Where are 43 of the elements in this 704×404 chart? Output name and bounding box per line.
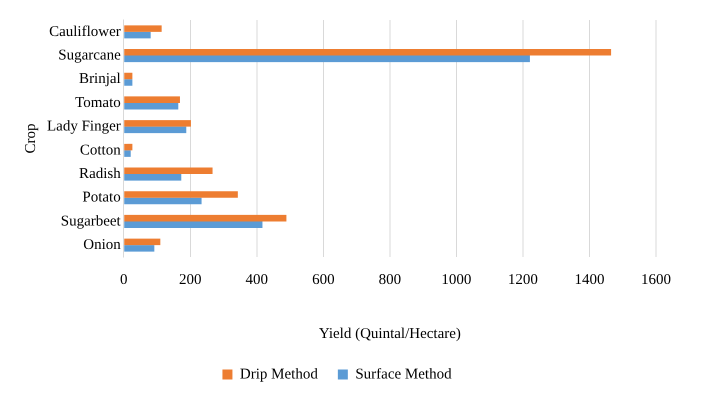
x-tick-label: 0 [120,272,128,288]
bar [124,49,612,56]
bar [124,245,154,252]
y-tick-label: Onion [83,237,122,254]
bar [124,168,213,174]
x-tick-label: 1400 [574,272,604,288]
bar [124,79,132,86]
bar [124,102,178,110]
bar [124,150,131,157]
x-axis-title: Yield (Quintal/Hectare) [318,326,461,342]
bar [124,25,162,32]
bar [124,32,151,38]
x-tick-label: 200 [179,272,202,288]
y-tick-label: Brinjal [79,71,121,88]
legend-label: Surface Method [355,366,452,382]
y-tick-label: Radish [79,166,122,182]
bar [124,72,132,80]
x-tick-label: 1200 [508,272,538,288]
legend-label: Drip Method [240,366,318,382]
bar [124,238,160,246]
bar [124,198,202,204]
y-tick-label: Sugarbeet [60,213,122,230]
bar [124,126,186,134]
y-tick-label: Cauliflower [49,24,121,40]
x-tick-label: 800 [378,272,402,288]
y-tick-label: Sugarcane [58,47,122,64]
bar [124,120,191,127]
y-axis-title: Crop [22,124,39,154]
y-tick-label: Tomato [75,94,121,111]
x-tick-label: 1000 [441,272,472,288]
y-tick-label: Potato [82,190,121,206]
bar [124,96,180,103]
x-tick-label: 600 [312,272,335,288]
bar [124,174,182,181]
x-tick-label: 400 [246,272,268,288]
y-tick-label: Lady Finger [47,118,121,135]
x-tick-label: 1600 [641,272,671,288]
bar [124,221,262,228]
bar [124,56,530,62]
y-tick-label: Cotton [80,142,122,158]
bar [124,191,238,198]
bar [124,214,286,222]
bar [124,144,132,150]
